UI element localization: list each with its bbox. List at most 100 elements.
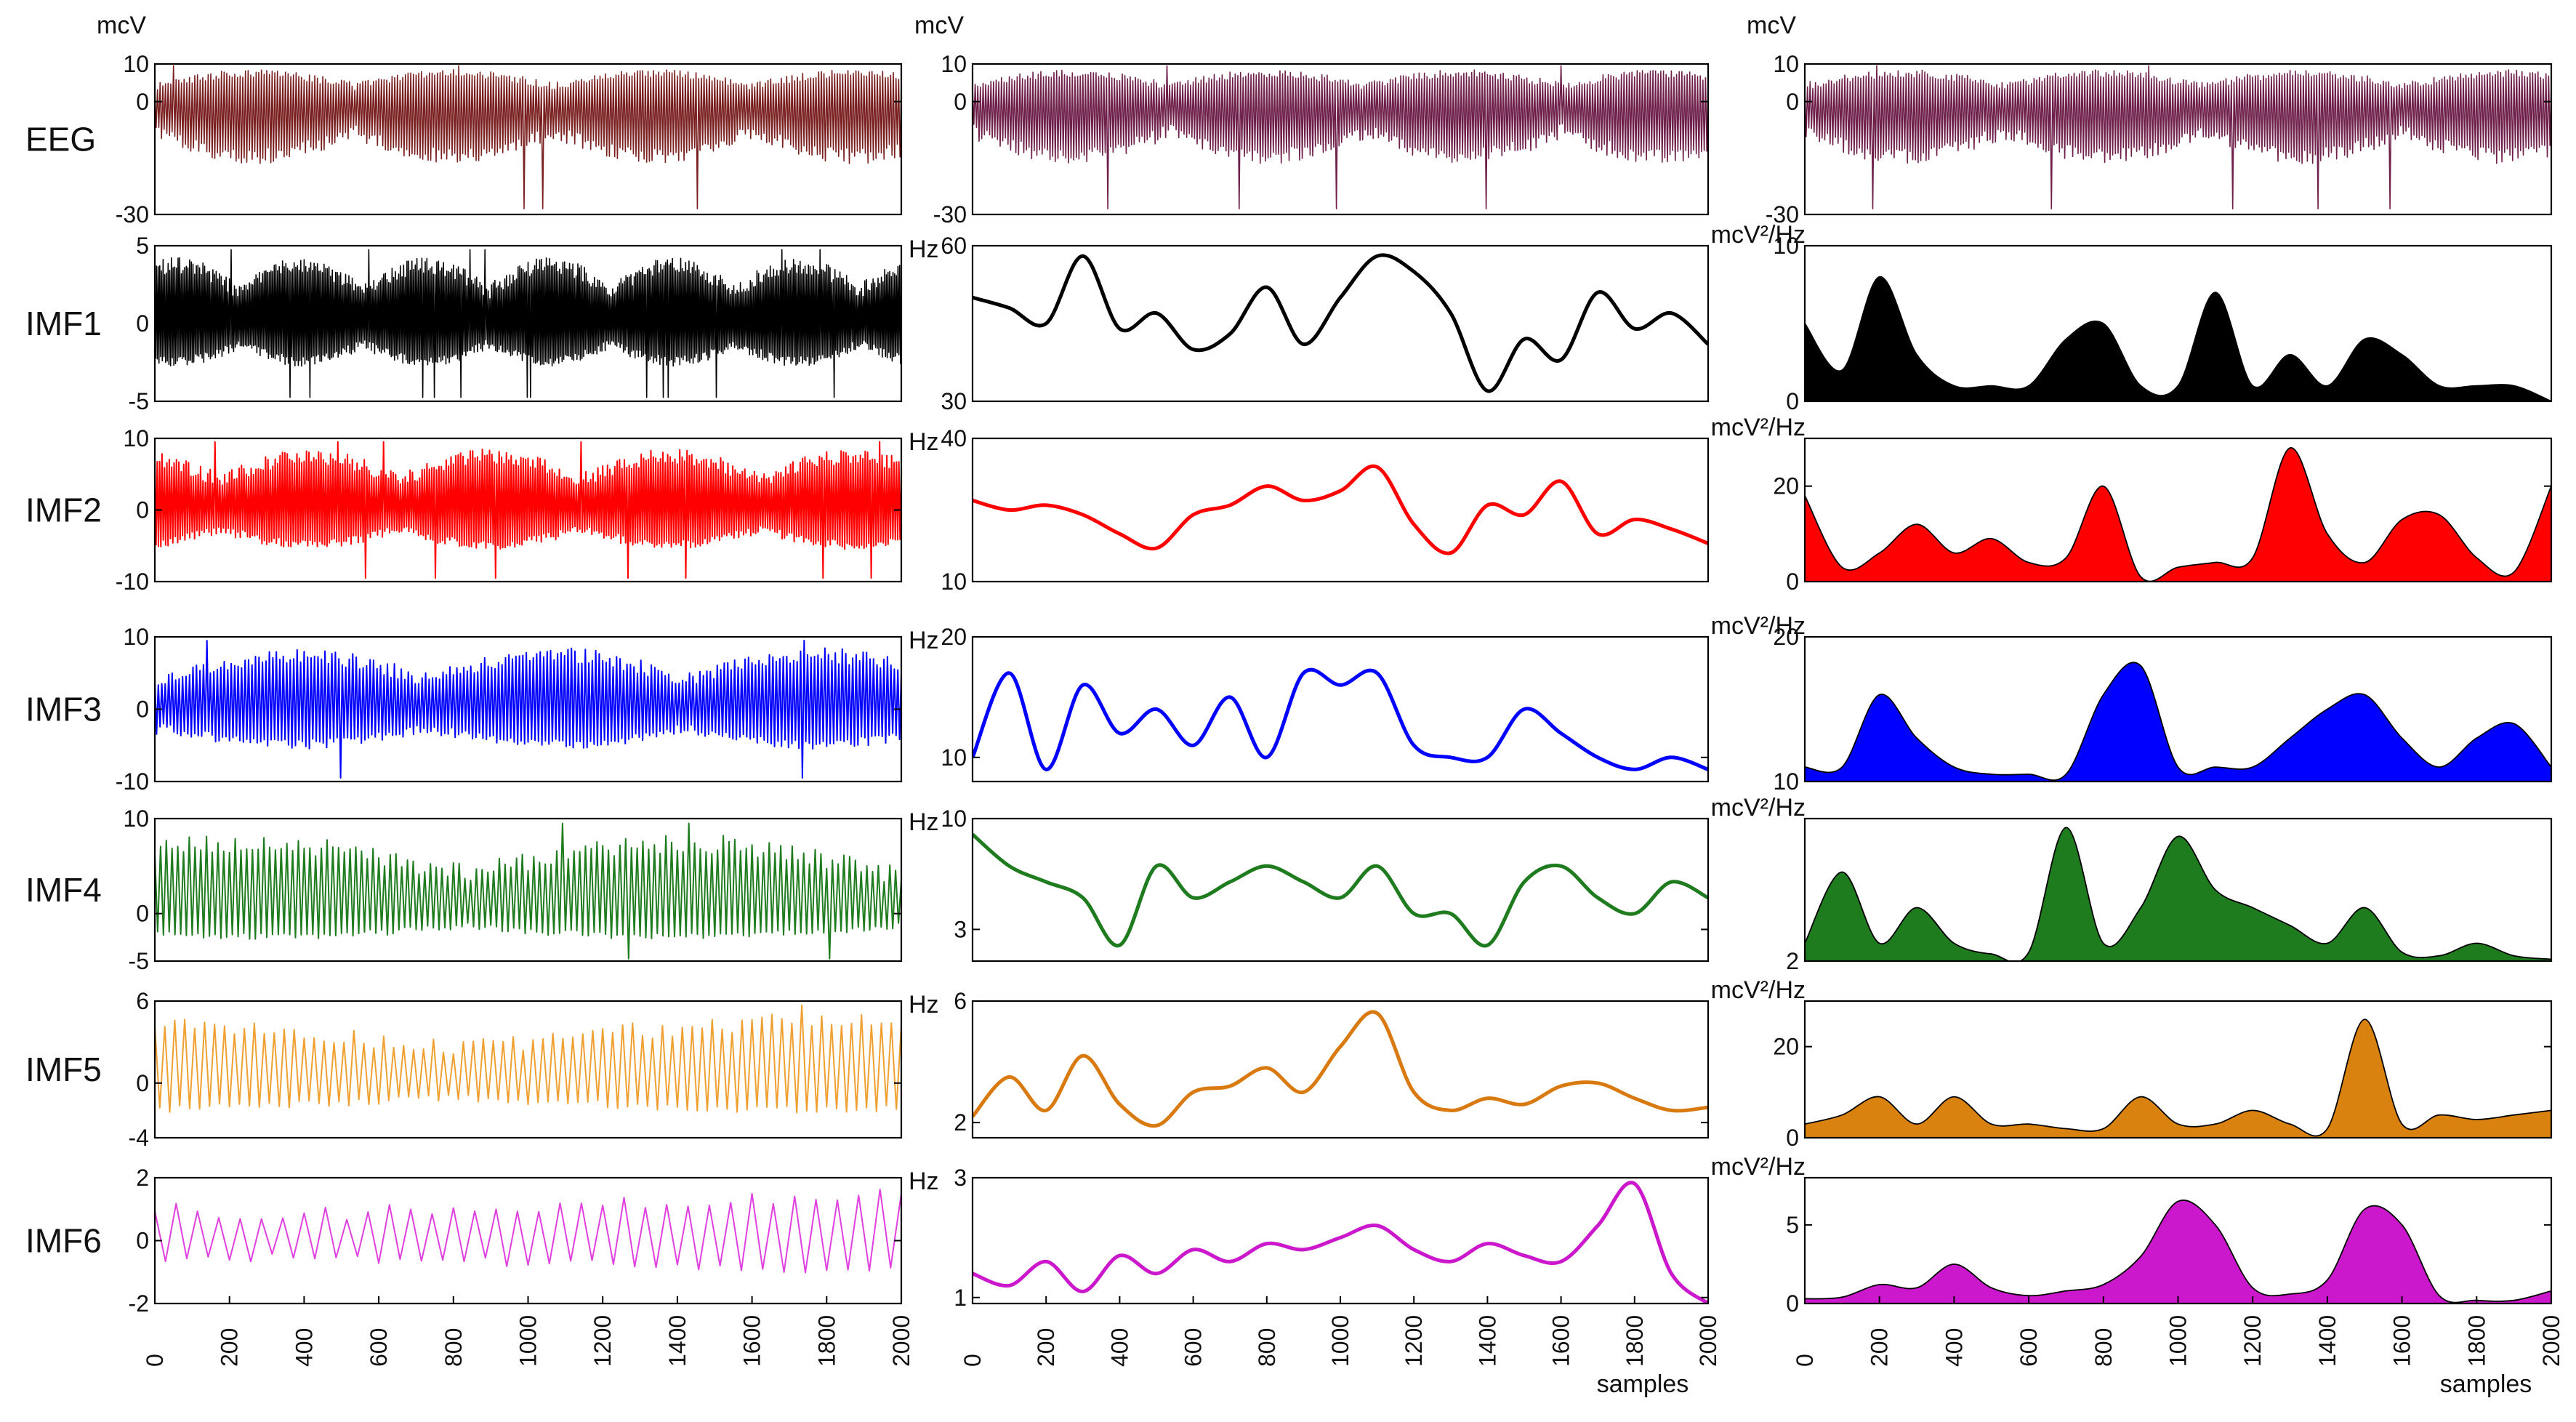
panel-signal-eeg	[153, 63, 903, 216]
y-tick-label: 10	[1773, 768, 1799, 795]
unit-label: mcV²/Hz	[1711, 414, 1806, 441]
x-tick-label: 1000	[2165, 1315, 2191, 1367]
y-tick-label: 0	[136, 1070, 149, 1096]
x-tick-label: 1000	[1327, 1315, 1353, 1367]
unit-label: mcV	[97, 12, 146, 39]
y-tick-label: 10	[123, 51, 149, 77]
y-tick-label: 5	[1786, 1212, 1799, 1238]
row-label-imf4: IMF4	[25, 871, 102, 909]
y-tick-label: -10	[116, 569, 149, 595]
series-imf2	[155, 441, 901, 579]
series-imf4	[1805, 827, 2551, 961]
unit-label: mcV	[914, 12, 964, 39]
y-tick-label: 2	[1786, 948, 1799, 974]
row-label-imf1: IMF1	[25, 305, 102, 342]
x-tick-label: 1800	[813, 1315, 840, 1367]
panel-instantaneous-frequency-imf6	[971, 1176, 1710, 1305]
y-tick-label: 0	[136, 89, 149, 115]
panel-frame	[971, 1176, 1710, 1305]
unit-label: Hz	[909, 1168, 939, 1195]
y-tick-label: 10	[123, 624, 149, 650]
y-tick-label: 2	[954, 1109, 967, 1136]
series-imf4	[155, 822, 901, 960]
y-tick-label: -30	[933, 201, 967, 228]
x-axis-label: samples	[1597, 1370, 1689, 1398]
series-imf1	[973, 253, 1708, 393]
panel-instantaneous-frequency-imf2	[971, 437, 1710, 583]
y-tick-label: 10	[123, 806, 149, 832]
y-tick-label: 10	[941, 569, 967, 595]
x-tick-label: 0	[1792, 1354, 1818, 1367]
series-imf5	[155, 1004, 901, 1114]
y-tick-label: 30	[941, 388, 967, 414]
panel-frame	[153, 1000, 903, 1139]
x-axis-label: samples	[2440, 1370, 2532, 1398]
frequency-line-imf1	[973, 253, 1708, 393]
panel-frame	[971, 63, 1710, 216]
frequency-line-imf5	[973, 1010, 1708, 1128]
panel-signal-imf4	[153, 817, 903, 963]
signal-line-imf1	[155, 249, 901, 398]
panel-power-spectrum-imf5	[1803, 1000, 2553, 1139]
panel-frame	[153, 817, 903, 963]
signal-line-imf6	[155, 1189, 901, 1274]
series-imf5	[1805, 1019, 2551, 1138]
x-tick-label: 600	[2016, 1328, 2042, 1367]
y-tick-label: 20	[1773, 1034, 1799, 1060]
unit-label: mcV	[1747, 12, 1796, 39]
y-tick-label: 6	[136, 988, 149, 1014]
series-imf3	[973, 667, 1708, 771]
panel-signal-imf5	[153, 1000, 903, 1139]
row-label-eeg: EEG	[25, 121, 96, 158]
panel-signal-imf1	[153, 244, 903, 403]
panel-power-spectrum-imf1	[1803, 244, 2553, 403]
y-tick-label: 0	[136, 1228, 149, 1254]
unit-label: Hz	[909, 808, 939, 836]
unit-label: Hz	[909, 627, 939, 654]
x-tick-label: 1400	[664, 1315, 691, 1367]
y-tick-label: 0	[136, 696, 149, 723]
x-tick-label: 200	[1867, 1328, 1893, 1367]
y-tick-label: 0	[136, 497, 149, 523]
x-tick-label: 600	[366, 1328, 392, 1367]
x-tick-label: 1200	[589, 1315, 616, 1367]
signal-line-eeg	[155, 65, 901, 209]
panel-frame	[153, 63, 903, 216]
y-tick-label: -5	[129, 388, 149, 414]
panel-frame	[1803, 63, 2553, 216]
panel-power-spectrum-imf6	[1803, 1176, 2553, 1305]
signal-line-imf2	[155, 441, 901, 579]
series-imf4	[973, 832, 1708, 948]
y-tick-label: 10	[1773, 51, 1799, 77]
x-tick-label: 800	[440, 1328, 467, 1367]
x-tick-label: 0	[142, 1354, 168, 1367]
panel-frame	[971, 244, 1710, 403]
signal-line-imf4	[155, 822, 901, 960]
signal-line-eeg	[973, 65, 1708, 209]
panel-frame	[1803, 244, 2553, 403]
panel-frame	[1803, 635, 2553, 783]
row-label-imf3: IMF3	[25, 691, 102, 728]
signal-line-imf5	[155, 1004, 901, 1114]
y-tick-label: 10	[941, 744, 967, 771]
x-tick-label: 1600	[1548, 1315, 1574, 1367]
y-tick-label: 1	[954, 1285, 967, 1311]
frequency-line-imf6	[973, 1181, 1708, 1304]
series-eeg	[973, 65, 1708, 209]
y-tick-label: 10	[123, 425, 149, 451]
y-tick-label: 0	[1786, 388, 1799, 414]
frequency-line-imf2	[973, 464, 1708, 555]
x-tick-label: 1400	[2314, 1315, 2340, 1367]
series-imf6	[155, 1189, 901, 1274]
x-tick-label: 800	[1254, 1328, 1280, 1367]
unit-label: Hz	[909, 991, 939, 1019]
y-tick-label: 20	[1773, 473, 1799, 499]
x-tick-label: 1400	[1474, 1315, 1500, 1367]
panel-instantaneous-frequency-imf1	[971, 244, 1710, 403]
y-tick-label: 10	[941, 806, 967, 832]
y-tick-label: 3	[954, 1165, 967, 1191]
series-imf6	[973, 1181, 1708, 1304]
y-tick-label: 0	[954, 89, 967, 115]
row-label-imf6: IMF6	[25, 1222, 102, 1260]
